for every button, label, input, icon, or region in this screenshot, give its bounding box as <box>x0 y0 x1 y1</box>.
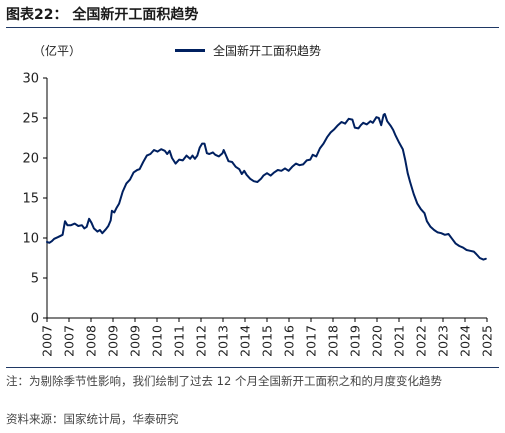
x-tick-label: 2022 <box>414 325 429 357</box>
chart-source: 资料来源：国家统计局，华泰研究 <box>6 412 179 426</box>
chart-legend: 全国新开工面积趋势 <box>175 42 321 59</box>
x-tick-label: 2019 <box>348 325 363 357</box>
title-divider <box>6 27 499 28</box>
x-tick-label: 2016 <box>282 325 297 357</box>
x-tick-label: 2023 <box>436 325 451 357</box>
x-tick-label: 2008 <box>84 325 99 357</box>
x-tick-label: 2025 <box>480 325 495 357</box>
x-tick-label: 2017 <box>304 325 319 357</box>
x-tick-label: 2009 <box>106 325 121 357</box>
series-line <box>46 113 487 261</box>
y-tick-label: 5 <box>31 272 39 287</box>
y-tick-label: 0 <box>31 312 39 327</box>
x-tick-label: 2010 <box>150 325 165 357</box>
x-axis-ticks: 2007 2007 2008 2009 2009 2010 2011 2012 2013 2014… <box>40 318 495 357</box>
x-tick-label: 2013 <box>216 325 231 357</box>
y-tick-label: 15 <box>22 192 39 207</box>
x-tick-label: 2012 <box>194 325 209 357</box>
legend-label: 全国新开工面积趋势 <box>213 44 322 58</box>
chart-note: 注：为剔除季节性影响，我们绘制了过去 12 个月全国新开工面积之和的月度变化趋势 <box>6 374 442 388</box>
legend-line-swatch <box>175 49 205 52</box>
x-tick-label: 2007 <box>62 325 77 357</box>
x-tick-label: 2011 <box>172 325 187 357</box>
x-tick-label: 2020 <box>370 325 385 357</box>
y-unit-label: （亿平） <box>33 44 82 58</box>
y-tick-label: 30 <box>22 72 39 87</box>
x-tick-label: 2015 <box>260 325 275 357</box>
x-tick-label: 2021 <box>392 325 407 357</box>
y-axis-ticks: 0 5 10 15 20 25 30 <box>22 72 47 327</box>
x-tick-label: 2009 <box>128 325 143 357</box>
x-tick-label: 2024 <box>458 325 473 357</box>
y-tick-label: 20 <box>22 152 39 167</box>
footer-divider <box>6 367 499 368</box>
x-tick-label: 2014 <box>238 325 253 357</box>
y-tick-label: 25 <box>22 112 39 127</box>
figure-title: 图表22： 全国新开工面积趋势 <box>6 7 199 23</box>
x-tick-label: 2007 <box>40 325 55 357</box>
chart-series <box>46 113 487 261</box>
chart-axes <box>46 78 487 319</box>
y-tick-label: 10 <box>22 232 39 247</box>
x-tick-label: 2018 <box>326 325 341 357</box>
